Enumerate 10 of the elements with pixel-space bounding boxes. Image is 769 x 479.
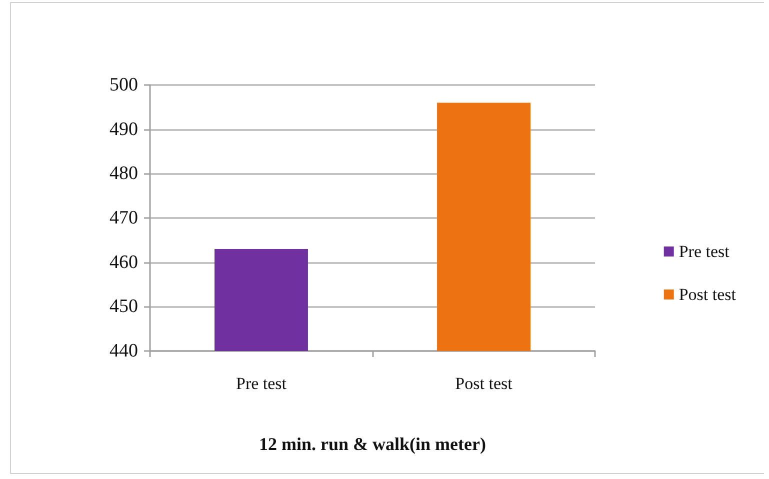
y-tick-label: 490 xyxy=(110,118,138,140)
y-tick-label: 470 xyxy=(110,208,138,228)
y-tick-label: 480 xyxy=(110,163,138,184)
y-tick-label: 450 xyxy=(110,296,138,318)
legend-label: Pre test xyxy=(678,242,730,261)
y-tick-label: 440 xyxy=(110,340,138,362)
legend-label: Post test xyxy=(678,285,736,304)
y-tick-label: 500 xyxy=(110,74,138,96)
y-tick-label: 460 xyxy=(110,252,138,273)
x-axis-title: 12 min. run & walk(in meter) xyxy=(259,434,486,454)
